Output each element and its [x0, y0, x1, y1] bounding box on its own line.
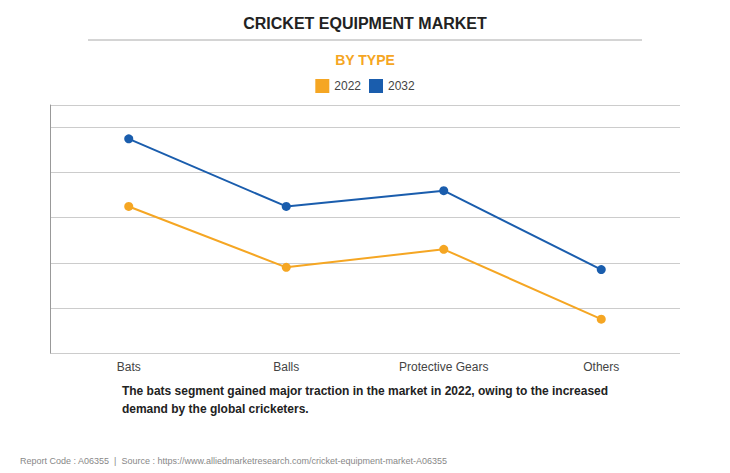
- svg-text:2022: 2022: [334, 79, 361, 93]
- svg-text:CRICKET EQUIPMENT MARKET: CRICKET EQUIPMENT MARKET: [243, 15, 487, 32]
- svg-text:Balls: Balls: [273, 360, 299, 374]
- svg-text:Others: Others: [583, 360, 619, 374]
- svg-text:Report Code : A06355 | Sourc: Report Code : A06355 | Source : https://…: [20, 456, 447, 466]
- svg-text:The bats segment gained major: The bats segment gained major traction i…: [122, 384, 608, 398]
- svg-text:Protective Gears: Protective Gears: [399, 360, 488, 374]
- svg-text:BY TYPE: BY TYPE: [335, 52, 395, 68]
- svg-text:2032: 2032: [388, 79, 415, 93]
- svg-text:Bats: Bats: [117, 360, 141, 374]
- svg-text:demand by the global cricketer: demand by the global cricketers.: [122, 402, 309, 416]
